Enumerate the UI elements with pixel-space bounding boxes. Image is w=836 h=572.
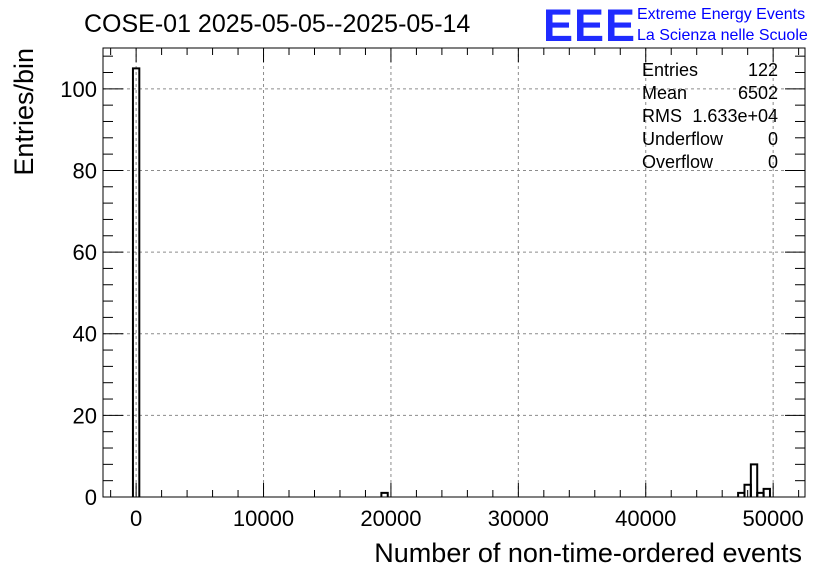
stats-value: 6502 [738,83,778,103]
stats-value: 1.633e+04 [692,106,778,126]
chart-title: COSE-01 2025-05-05--2025-05-14 [84,10,471,38]
stats-label: Mean [642,83,687,103]
x-tick-label: 10000 [233,506,294,531]
stats-label: Overflow [642,152,714,172]
eee-logo-mark: EEE [543,0,637,51]
stats-value: 122 [748,60,778,80]
axis-ticks [103,48,805,498]
stats-value: 0 [768,152,778,172]
y-tick-label: 80 [73,158,97,183]
x-axis-title: Number of non-time-ordered events [374,538,802,568]
x-tick-label: 0 [130,506,142,531]
y-axis-title: Entries/bin [9,48,39,176]
y-tick-label: 100 [60,77,97,102]
tick-labels: 0 10000 20000 30000 40000 50000 0 20 40 60 80 100 [60,77,803,531]
y-tick-label: 60 [73,240,97,265]
histogram-bin [749,463,759,497]
x-tick-label: 20000 [360,506,421,531]
histogram-bin [131,67,141,497]
logo-text-line1: Extreme Energy Events [637,6,806,23]
stats-box: Entries 122 Mean 6502 RMS 1.633e+04 Underflow 0… [642,60,778,172]
stats-label: Underflow [642,129,724,149]
x-tick-label: 40000 [615,506,676,531]
y-tick-label: 40 [73,322,97,347]
histogram-bins [131,67,771,497]
grid [103,48,805,498]
plot-frame [102,47,806,498]
stats-value: 0 [768,129,778,149]
stats-label: Entries [642,60,698,80]
x-tick-label: 50000 [743,506,804,531]
x-tick-label: 30000 [488,506,549,531]
histogram-bin [380,491,389,497]
y-tick-label: 0 [85,485,97,510]
stats-label: RMS [642,106,682,126]
logo-text-line2: La Scienza nelle Scuole [637,27,808,44]
histogram-bin [762,487,771,497]
y-tick-label: 20 [73,403,97,428]
